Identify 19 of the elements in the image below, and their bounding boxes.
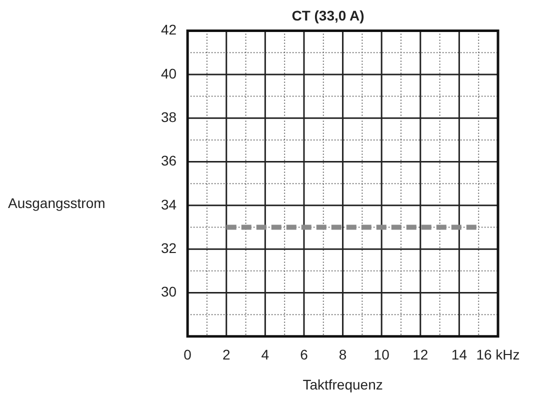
x-tick-label: 10 — [374, 346, 390, 363]
y-tick-label: 32 — [160, 240, 177, 256]
chart-title: CT (33,0 A) — [292, 7, 364, 24]
x-axis-title: Taktfrequenz — [302, 376, 383, 392]
y-tick-label: 30 — [160, 284, 177, 300]
y-tick-label: 40 — [160, 65, 177, 82]
x-tick-label: 6 — [300, 346, 308, 363]
y-tick-label: 34 — [160, 196, 177, 212]
y-tick-label: 38 — [160, 108, 177, 125]
x-tick-label: 4 — [261, 346, 270, 363]
y-tick-label: 36 — [160, 152, 177, 169]
x-tick-label: 8 — [338, 346, 347, 363]
x-tick-label: 12 — [412, 346, 428, 363]
y-axis-title: Ausgangsstrom — [8, 195, 106, 211]
x-tick-label: 2 — [222, 346, 230, 363]
x-tick-label: 0 — [184, 346, 192, 363]
x-tick-label: 14 — [451, 346, 468, 363]
y-tick-label: 42 — [160, 22, 177, 38]
x-tick-label: 16 kHz — [476, 346, 520, 363]
